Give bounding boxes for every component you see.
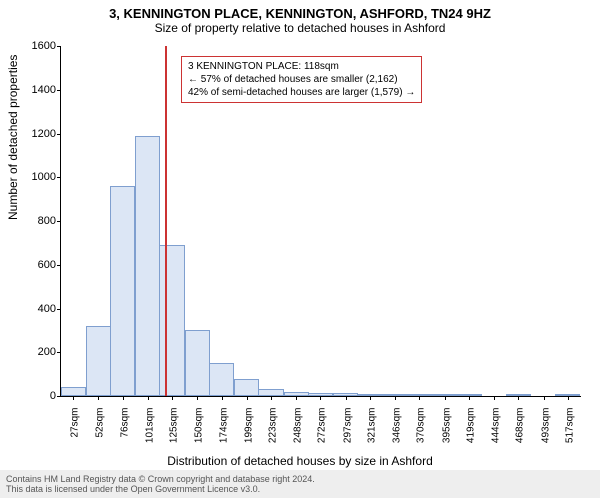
y-tick-label: 1400 <box>21 84 56 96</box>
y-tick-mark <box>57 90 61 91</box>
histogram-bar <box>159 245 184 396</box>
x-tick-label: 395sqm <box>441 408 452 458</box>
x-tick-mark <box>222 396 223 400</box>
x-tick-label: 493sqm <box>540 408 551 458</box>
chart-container: 3, KENNINGTON PLACE, KENNINGTON, ASHFORD… <box>0 0 600 500</box>
footer-attribution: Contains HM Land Registry data © Crown c… <box>0 470 600 498</box>
x-tick-mark <box>197 396 198 400</box>
y-tick-label: 800 <box>21 215 56 227</box>
x-tick-mark <box>320 396 321 400</box>
x-tick-label: 272sqm <box>317 408 328 458</box>
x-tick-mark <box>148 396 149 400</box>
histogram-bar <box>61 387 86 396</box>
y-tick-label: 600 <box>21 259 56 271</box>
x-tick-label: 248sqm <box>293 408 304 458</box>
x-tick-mark <box>172 396 173 400</box>
x-tick-mark <box>346 396 347 400</box>
y-tick-label: 200 <box>21 346 56 358</box>
reference-line <box>165 46 167 396</box>
histogram-bar <box>185 330 210 396</box>
y-tick-label: 400 <box>21 303 56 315</box>
x-tick-label: 297sqm <box>342 408 353 458</box>
x-tick-mark <box>370 396 371 400</box>
x-tick-mark <box>247 396 248 400</box>
x-tick-label: 444sqm <box>491 408 502 458</box>
footer-line-1: Contains HM Land Registry data © Crown c… <box>6 474 594 484</box>
x-tick-label: 199sqm <box>243 408 254 458</box>
x-tick-mark <box>445 396 446 400</box>
annotation-line: 3 KENNINGTON PLACE: 118sqm <box>188 60 415 73</box>
y-tick-mark <box>57 177 61 178</box>
x-tick-label: 101sqm <box>144 408 155 458</box>
y-tick-mark <box>57 309 61 310</box>
y-tick-mark <box>57 352 61 353</box>
histogram-bar <box>209 363 234 396</box>
x-tick-label: 321sqm <box>366 408 377 458</box>
histogram-bar <box>110 186 135 396</box>
x-tick-mark <box>271 396 272 400</box>
y-tick-label: 1200 <box>21 128 56 140</box>
y-tick-mark <box>57 46 61 47</box>
annotation-line: ← 57% of detached houses are smaller (2,… <box>188 73 415 86</box>
y-tick-mark <box>57 396 61 397</box>
chart-subtitle: Size of property relative to detached ho… <box>0 21 600 37</box>
x-tick-mark <box>568 396 569 400</box>
y-tick-mark <box>57 221 61 222</box>
x-tick-label: 27sqm <box>70 408 81 458</box>
annotation-box: 3 KENNINGTON PLACE: 118sqm← 57% of detac… <box>181 56 422 103</box>
x-tick-mark <box>395 396 396 400</box>
x-tick-label: 346sqm <box>392 408 403 458</box>
x-tick-label: 223sqm <box>268 408 279 458</box>
histogram-bar <box>234 379 259 397</box>
y-tick-mark <box>57 134 61 135</box>
x-tick-label: 370sqm <box>416 408 427 458</box>
x-tick-label: 517sqm <box>564 408 575 458</box>
x-tick-mark <box>469 396 470 400</box>
plot-area: 0200400600800100012001400160027sqm52sqm7… <box>60 46 581 397</box>
x-tick-mark <box>518 396 519 400</box>
y-tick-mark <box>57 265 61 266</box>
x-tick-mark <box>494 396 495 400</box>
x-tick-label: 419sqm <box>465 408 476 458</box>
footer-line-2: This data is licensed under the Open Gov… <box>6 484 594 494</box>
y-tick-label: 1000 <box>21 171 56 183</box>
x-tick-mark <box>98 396 99 400</box>
x-tick-label: 174sqm <box>218 408 229 458</box>
x-tick-label: 150sqm <box>194 408 205 458</box>
y-tick-label: 0 <box>21 390 56 402</box>
x-tick-mark <box>73 396 74 400</box>
x-tick-mark <box>419 396 420 400</box>
x-tick-mark <box>296 396 297 400</box>
chart-title: 3, KENNINGTON PLACE, KENNINGTON, ASHFORD… <box>0 0 600 21</box>
y-tick-label: 1600 <box>21 40 56 52</box>
x-tick-mark <box>123 396 124 400</box>
x-tick-label: 125sqm <box>169 408 180 458</box>
x-tick-label: 468sqm <box>515 408 526 458</box>
histogram-bar <box>135 136 160 396</box>
x-axis-label: Distribution of detached houses by size … <box>0 454 600 468</box>
y-axis-label: Number of detached properties <box>6 55 20 220</box>
histogram-bar <box>86 326 111 396</box>
x-tick-label: 52sqm <box>95 408 106 458</box>
x-tick-mark <box>544 396 545 400</box>
annotation-line: 42% of semi-detached houses are larger (… <box>188 86 415 99</box>
x-tick-label: 76sqm <box>119 408 130 458</box>
